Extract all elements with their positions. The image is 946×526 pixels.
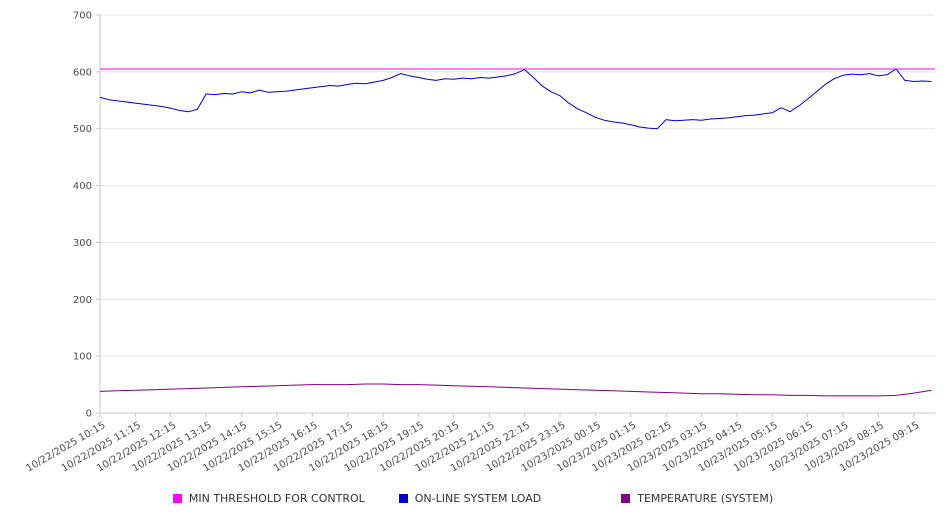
legend-item-temperature[interactable]: TEMPERATURE (SYSTEM) <box>621 492 773 505</box>
legend-label-min-threshold: MIN THRESHOLD FOR CONTROL <box>188 492 365 505</box>
y-tick-label: 500 <box>73 124 92 135</box>
legend-label-system-load: ON-LINE SYSTEM LOAD <box>414 492 542 505</box>
y-tick-label: 200 <box>73 295 92 306</box>
legend-label-temperature: TEMPERATURE (SYSTEM) <box>637 492 774 505</box>
y-tick-label: 0 <box>86 409 92 420</box>
legend-swatch-system-load <box>398 494 408 503</box>
series-line-temperature-system- <box>99 383 932 397</box>
y-tick-label: 600 <box>73 67 92 78</box>
y-tick-label: 100 <box>73 352 92 363</box>
y-tick-label: 400 <box>73 181 92 192</box>
chart-legend: MIN THRESHOLD FOR CONTROL ON-LINE SYSTEM… <box>0 492 946 505</box>
legend-swatch-temperature <box>621 494 631 503</box>
y-tick-label: 700 <box>73 11 92 22</box>
y-tick-label: 300 <box>73 238 92 249</box>
series-line-on-line-system-load <box>99 68 932 130</box>
legend-item-system-load[interactable]: ON-LINE SYSTEM LOAD <box>398 492 542 505</box>
legend-item-min-threshold[interactable]: MIN THRESHOLD FOR CONTROL <box>172 492 365 505</box>
legend-swatch-min-threshold <box>172 494 182 503</box>
